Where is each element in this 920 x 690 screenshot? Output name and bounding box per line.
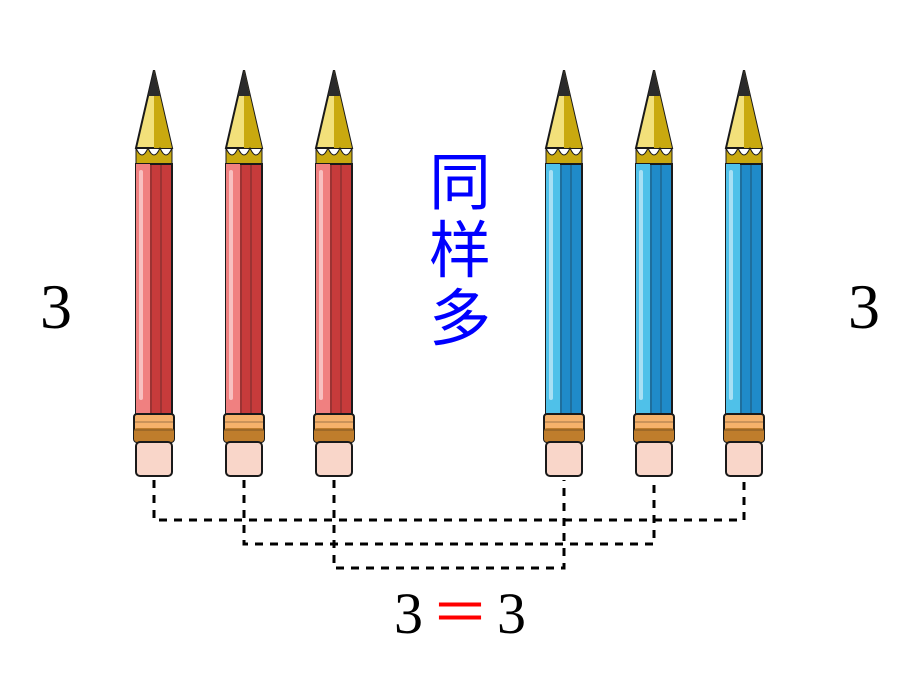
center-caption-char: 多 [429, 286, 491, 354]
center-caption-char: 同 [429, 150, 491, 218]
right-count-label: 3 [848, 270, 880, 344]
equation: 3＝3 [394, 566, 526, 650]
diagram-canvas: 3 3 同 样 多 [0, 0, 920, 690]
pencil-icon [310, 70, 358, 480]
pencil-icon [130, 70, 178, 480]
equation-rhs: 3 [497, 581, 526, 646]
pencil-group-left [130, 70, 358, 480]
pencil-group-right [540, 70, 768, 480]
left-count-label: 3 [40, 270, 72, 344]
pencil-icon [220, 70, 268, 480]
pencil-icon [630, 70, 678, 480]
connector-line [154, 480, 744, 520]
pencil-icon [720, 70, 768, 480]
center-caption-char: 样 [429, 218, 491, 286]
pencil-icon [540, 70, 588, 480]
connector-line [334, 480, 564, 568]
equation-symbol: ＝ [423, 581, 497, 646]
equation-lhs: 3 [394, 581, 423, 646]
connector-line [244, 480, 654, 544]
center-caption: 同 样 多 [429, 150, 491, 355]
